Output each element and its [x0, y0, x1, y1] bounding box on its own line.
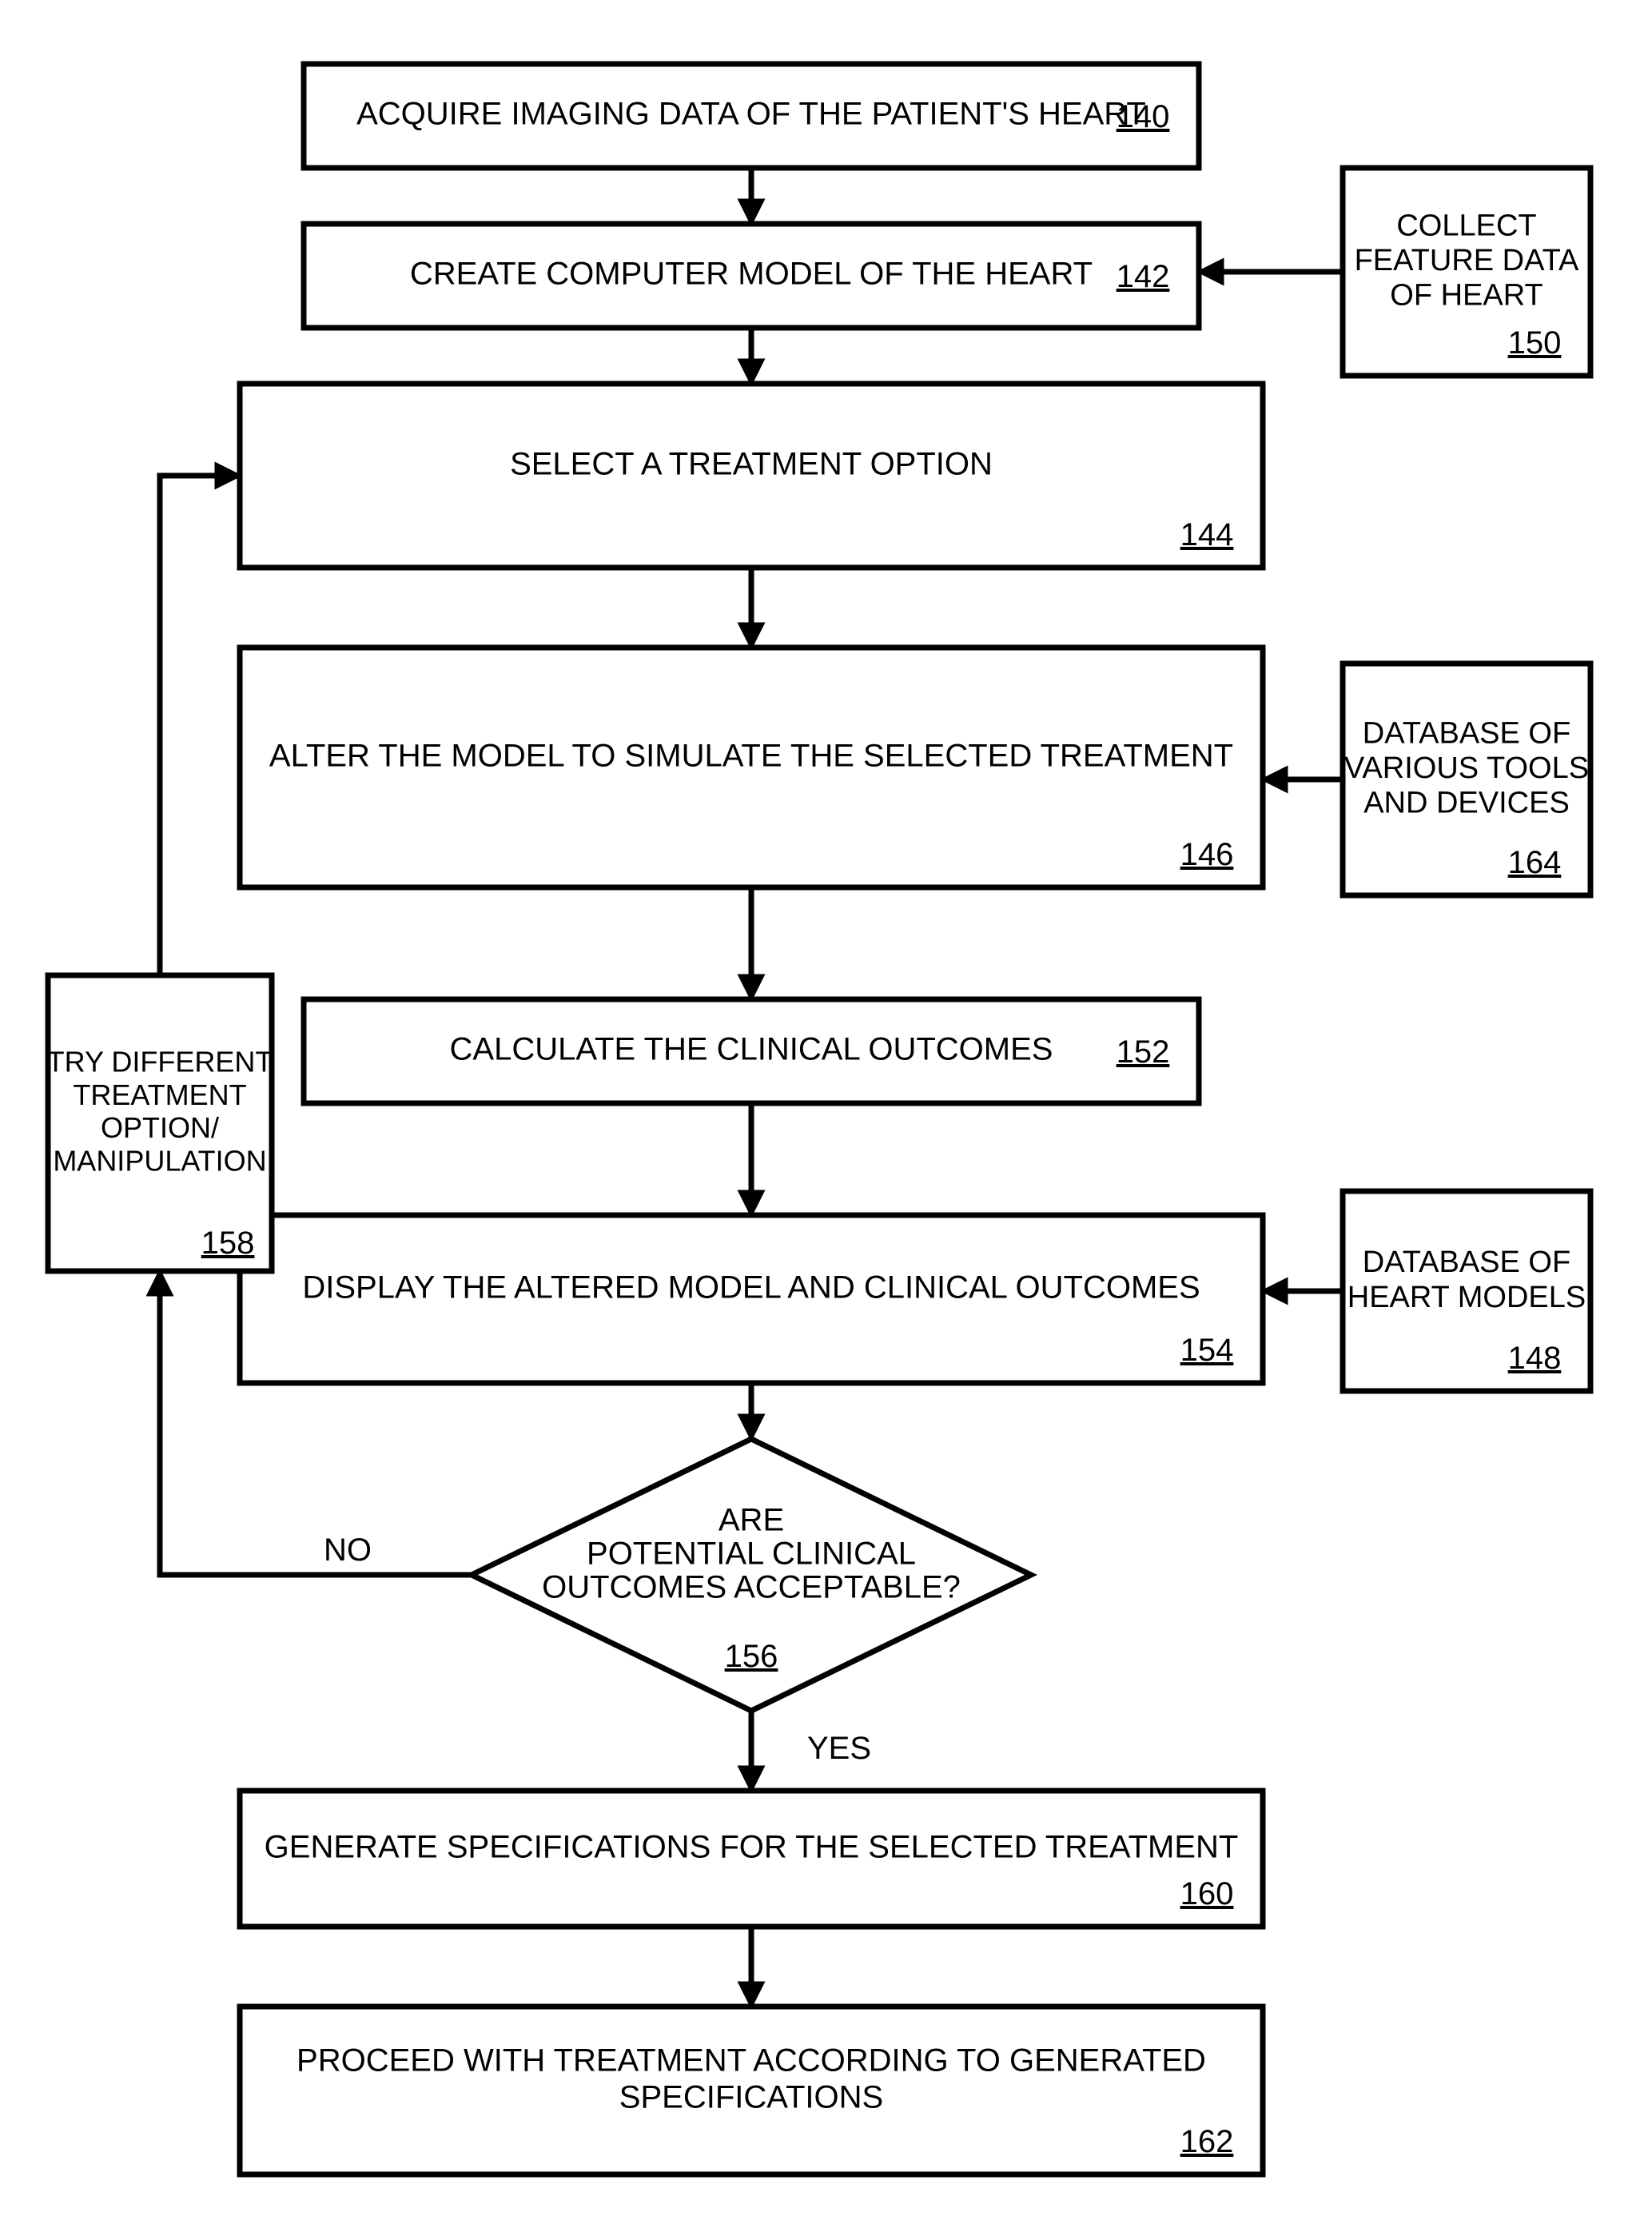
node-n162: PROCEED WITH TREATMENT ACCORDING TO GENE… — [240, 2007, 1263, 2174]
node-n160: GENERATE SPECIFICATIONS FOR THE SELECTED… — [240, 1791, 1263, 1927]
node-ref: 144 — [1180, 517, 1234, 552]
node-ref: 140 — [1117, 99, 1170, 134]
node-label: SPECIFICATIONS — [619, 2080, 883, 2115]
node-ref: 162 — [1180, 2124, 1234, 2159]
node-label: TREATMENT — [73, 1078, 246, 1111]
node-ref: 146 — [1180, 837, 1234, 872]
node-n146: ALTER THE MODEL TO SIMULATE THE SELECTED… — [240, 648, 1263, 887]
node-ref: 164 — [1508, 845, 1562, 880]
node-n148: DATABASE OFHEART MODELS 148 — [1343, 1191, 1590, 1391]
node-n140: ACQUIRE IMAGING DATA OF THE PATIENT'S HE… — [304, 64, 1199, 168]
node-label: OF HEART — [1390, 279, 1543, 313]
node-ref: 150 — [1508, 325, 1562, 361]
node-label: SELECT A TREATMENT OPTION — [510, 447, 993, 482]
edge-label: YES — [807, 1731, 871, 1766]
node-label: FEATURE DATA — [1355, 244, 1579, 277]
node-label: ALTER THE MODEL TO SIMULATE THE SELECTED… — [269, 739, 1233, 774]
node-label: OUTCOMES ACCEPTABLE? — [542, 1570, 961, 1605]
node-ref: 158 — [201, 1226, 255, 1261]
node-n150: COLLECTFEATURE DATAOF HEART 150 — [1343, 168, 1590, 376]
node-label: ARE — [719, 1503, 784, 1538]
node-n142: CREATE COMPUTER MODEL OF THE HEART 142 — [304, 224, 1199, 328]
node-n152: CALCULATE THE CLINICAL OUTCOMES 152 — [304, 999, 1199, 1103]
node-n158: TRY DIFFERENTTREATMENTOPTION/MANIPULATIO… — [47, 975, 273, 1271]
node-ref: 156 — [725, 1639, 778, 1674]
node-label: COLLECT — [1396, 209, 1536, 242]
node-n164: DATABASE OFVARIOUS TOOLSAND DEVICES 164 — [1343, 664, 1590, 895]
node-label: POTENTIAL CLINICAL — [587, 1537, 916, 1572]
node-n156: AREPOTENTIAL CLINICALOUTCOMES ACCEPTABLE… — [472, 1439, 1031, 1711]
node-label: DATABASE OF — [1363, 716, 1570, 750]
edge-n158-n144 — [160, 476, 240, 975]
node-label: DISPLAY THE ALTERED MODEL AND CLINICAL O… — [302, 1270, 1200, 1305]
node-label: PROCEED WITH TREATMENT ACCORDING TO GENE… — [297, 2043, 1206, 2079]
node-label: OPTION/ — [101, 1111, 219, 1144]
node-ref: 154 — [1180, 1333, 1234, 1368]
node-label: CALCULATE THE CLINICAL OUTCOMES — [450, 1032, 1053, 1067]
node-label: HEART MODELS — [1347, 1281, 1586, 1314]
node-ref: 160 — [1180, 1876, 1234, 1911]
node-label: MANIPULATION — [53, 1145, 266, 1178]
edge-label: NO — [324, 1533, 372, 1568]
node-label: GENERATE SPECIFICATIONS FOR THE SELECTED… — [265, 1830, 1239, 1865]
node-n154: DISPLAY THE ALTERED MODEL AND CLINICAL O… — [240, 1215, 1263, 1383]
node-n144: SELECT A TREATMENT OPTION 144 — [240, 384, 1263, 568]
node-label: AND DEVICES — [1363, 787, 1570, 820]
node-ref: 142 — [1117, 259, 1170, 294]
node-label: ACQUIRE IMAGING DATA OF THE PATIENT'S HE… — [356, 97, 1146, 132]
node-label: VARIOUS TOOLS — [1344, 751, 1589, 785]
node-label: TRY DIFFERENT — [47, 1045, 273, 1078]
node-label: CREATE COMPUTER MODEL OF THE HEART — [410, 257, 1093, 292]
node-label: DATABASE OF — [1363, 1246, 1570, 1279]
node-ref: 152 — [1117, 1034, 1170, 1070]
node-ref: 148 — [1508, 1341, 1562, 1376]
